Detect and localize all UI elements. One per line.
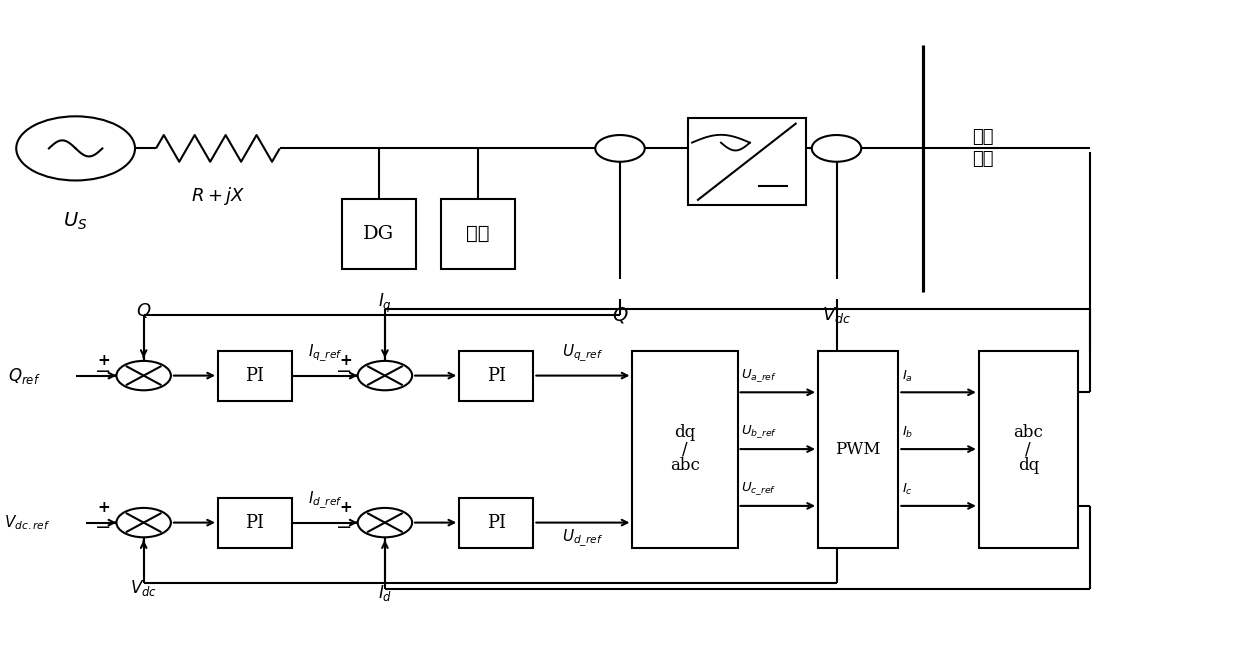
- Bar: [459, 497, 533, 548]
- Text: $U_{c\_ref}$: $U_{c\_ref}$: [742, 480, 776, 497]
- Bar: [818, 350, 898, 548]
- Text: 直流
母线: 直流 母线: [972, 128, 994, 168]
- Text: $U_{a\_ref}$: $U_{a\_ref}$: [742, 367, 777, 384]
- Text: $R+jX$: $R+jX$: [191, 185, 246, 207]
- Text: /: /: [682, 440, 688, 458]
- Circle shape: [117, 508, 171, 537]
- Text: $U_S$: $U_S$: [63, 211, 88, 232]
- Text: +: +: [339, 352, 352, 368]
- Circle shape: [117, 361, 171, 391]
- Text: $V_{dc.ref}$: $V_{dc.ref}$: [4, 513, 51, 532]
- Text: 负载: 负载: [466, 224, 490, 243]
- Text: +: +: [98, 352, 110, 368]
- Circle shape: [812, 135, 862, 162]
- Text: abc: abc: [670, 458, 699, 474]
- Text: −: −: [95, 362, 112, 380]
- Text: $U_{d\_ref}$: $U_{d\_ref}$: [562, 528, 604, 549]
- Bar: [688, 118, 806, 205]
- Text: $I_q$: $I_q$: [378, 293, 392, 315]
- Bar: [440, 199, 515, 268]
- Circle shape: [16, 116, 135, 180]
- Circle shape: [357, 508, 412, 537]
- Text: $U_{b\_ref}$: $U_{b\_ref}$: [742, 423, 777, 440]
- Text: $I_d$: $I_d$: [378, 582, 392, 603]
- Bar: [218, 350, 293, 401]
- Text: dq: dq: [1018, 458, 1039, 474]
- Text: $Q$: $Q$: [136, 301, 151, 320]
- Text: $V_{dc}$: $V_{dc}$: [130, 578, 157, 598]
- Circle shape: [357, 361, 412, 391]
- Text: PI: PI: [246, 513, 264, 531]
- Text: PI: PI: [246, 366, 264, 384]
- Text: +: +: [339, 500, 352, 515]
- Text: $I_{q\_ref}$: $I_{q\_ref}$: [308, 343, 342, 364]
- Text: $Q$: $Q$: [611, 305, 629, 325]
- Text: DG: DG: [363, 225, 394, 243]
- Text: $V_{dc}$: $V_{dc}$: [822, 305, 851, 325]
- Bar: [218, 497, 293, 548]
- Bar: [459, 350, 533, 401]
- Text: $I_c$: $I_c$: [901, 482, 913, 497]
- Text: dq: dq: [675, 424, 696, 441]
- Text: $I_{d\_ref}$: $I_{d\_ref}$: [308, 490, 342, 511]
- Text: −: −: [336, 517, 352, 537]
- Text: $I_b$: $I_b$: [901, 425, 914, 440]
- Bar: [342, 199, 415, 268]
- Text: PI: PI: [487, 513, 506, 531]
- Text: PI: PI: [487, 366, 506, 384]
- Text: $Q_{ref}$: $Q_{ref}$: [7, 366, 40, 386]
- Text: −: −: [95, 517, 112, 537]
- Text: +: +: [98, 500, 110, 515]
- Bar: [632, 350, 738, 548]
- Text: PWM: PWM: [836, 441, 880, 458]
- Circle shape: [595, 135, 645, 162]
- Text: $U_{q\_ref}$: $U_{q\_ref}$: [562, 343, 604, 364]
- Bar: [978, 350, 1078, 548]
- Text: abc: abc: [1013, 424, 1043, 441]
- Text: $I_a$: $I_a$: [901, 368, 913, 384]
- Text: −: −: [336, 362, 352, 380]
- Text: /: /: [1025, 440, 1032, 458]
